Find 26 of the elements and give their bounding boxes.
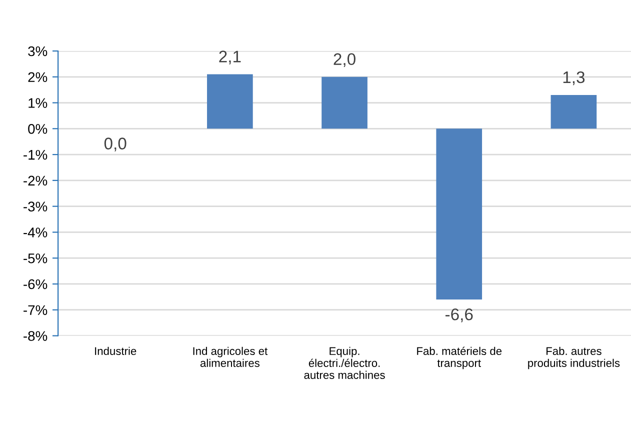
bar bbox=[550, 95, 597, 129]
x-tick-label: Equip. électri./électro. autres machines bbox=[304, 346, 385, 379]
y-tick-label: 1% bbox=[28, 98, 48, 108]
y-tick-label: -8% bbox=[24, 331, 48, 341]
bar bbox=[207, 74, 253, 129]
x-tick-label: Fab. matériels de transport bbox=[417, 346, 502, 370]
y-tick-label: -6% bbox=[24, 279, 48, 290]
y-tick-label: -2% bbox=[24, 176, 48, 186]
y-tick-label: -5% bbox=[24, 253, 48, 264]
y-tick-label: -4% bbox=[24, 228, 48, 238]
y-tick-label: -1% bbox=[24, 150, 48, 160]
bar bbox=[322, 76, 368, 129]
bar bbox=[436, 128, 482, 300]
data-label: -6,6 bbox=[445, 308, 473, 322]
x-tick-label: Fab. autres produits industriels bbox=[528, 346, 620, 370]
x-tick-label: Ind agricoles et alimentaires bbox=[193, 346, 268, 367]
y-tick-label: 3% bbox=[28, 46, 48, 56]
data-label: 2,1 bbox=[219, 50, 241, 64]
y-tick-label: 2% bbox=[28, 72, 48, 82]
data-label: 1,3 bbox=[563, 71, 585, 86]
y-tick-label: 0% bbox=[28, 124, 48, 134]
y-tick-label: -7% bbox=[24, 305, 48, 315]
y-tick-label: -3% bbox=[24, 202, 48, 212]
x-tick-label: Industrie bbox=[95, 346, 136, 356]
data-label: 2,0 bbox=[334, 53, 356, 68]
data-label: 0,0 bbox=[104, 138, 126, 152]
